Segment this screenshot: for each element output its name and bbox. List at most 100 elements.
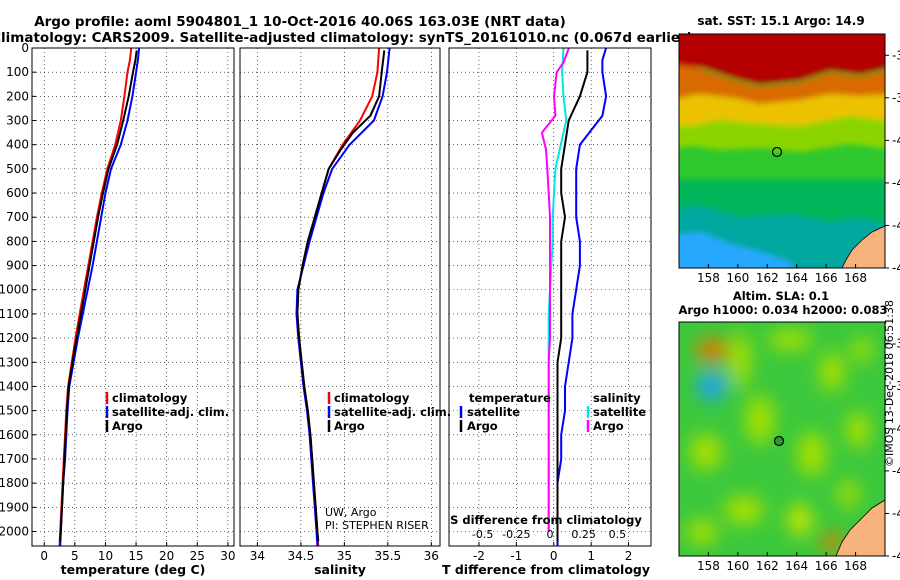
difference-xlabel-top: S difference from climatology [450,513,642,527]
x-tick-label: 0 [550,549,558,563]
x-tick-label: 164 [785,271,808,285]
salinity-legend: climatology satellite-adj. clim. Argo [327,391,451,433]
y-tick-label: 1700 [0,452,29,466]
x-tick-label: 15 [128,549,143,563]
x-tick-label: 35 [337,549,352,563]
imos-timestamp: ©IMOS 13-Dec-2018 06:51:38 [883,300,896,467]
legend-salinity-title: salinity [593,391,641,405]
y-tick-label: -40 [892,421,900,435]
y-tick-label: 1900 [0,500,29,514]
sst-map-image [679,34,885,268]
y-tick-label: 900 [6,259,29,273]
salinity-diff-tick-label: -0.25 [502,528,530,541]
series-line-satellite-adj-clim- [59,47,141,547]
x-tick-label: 1 [587,549,595,563]
y-tick-label: -42 [892,176,900,190]
x-tick-label: 166 [815,559,838,573]
x-tick-label: 5 [71,549,79,563]
x-tick-label: 34.5 [288,549,315,563]
sst-land-mass [841,225,885,268]
sla-map-title: Altim. SLA: 0.1 [733,289,829,303]
y-tick-label: -44 [892,218,900,232]
salinity-axes-frame [239,47,441,547]
y-tick-label: -36 [892,48,900,62]
salinity-xlabel: salinity [314,562,366,577]
series-line-temperature-satellite [556,47,608,546]
series-line-salinity-argo [540,47,570,532]
credit-institution: UW, Argo [325,506,377,519]
legend-salinity-satellite-label: satellite [593,405,646,419]
salinity-diff-tick-label: -0.5 [472,528,493,541]
salinity-panel: 34 34.5 35 35.5 36 salinity climatology sate… [239,47,451,577]
x-tick-label: 158 [697,271,720,285]
x-tick-label: 20 [159,549,174,563]
difference-xlabel: T difference from climatology [442,562,650,577]
y-tick-label: 100 [6,65,29,79]
sla-map-subtitle: Argo h1000: 0.034 h2000: 0.083 [678,303,887,317]
y-tick-label: -46 [892,261,900,275]
x-tick-label: 162 [756,271,779,285]
y-tick-label: 1600 [0,428,29,442]
y-tick-label: 600 [6,186,29,200]
x-tick-label: 164 [785,559,808,573]
legend-satellite-label: satellite-adj. clim. [112,405,229,419]
salinity-diff-tick-label: 0.25 [571,528,596,541]
legend-salinity-argo-label: Argo [593,419,624,433]
x-tick-label: -1 [510,549,522,563]
legend-temperature-satellite-label: satellite [467,405,520,419]
y-tick-label: 1200 [0,331,29,345]
series-line-argo [59,50,138,542]
y-tick-label: 700 [6,210,29,224]
salinity-diff-tick-label: 0 [547,528,554,541]
y-tick-label: 800 [6,234,29,248]
sst-map-frame [678,33,886,269]
x-tick-label: 25 [190,549,205,563]
y-tick-label: -42 [892,464,900,478]
y-tick-label: -44 [892,506,900,520]
y-tick-label: -46 [892,549,900,563]
series-line-argo [296,50,386,542]
x-tick-label: 35.5 [374,549,401,563]
y-tick-label: 1100 [0,307,29,321]
sla-map-frame [678,321,886,557]
y-tick-label: -38 [892,379,900,393]
y-tick-label: 1300 [0,355,29,369]
x-tick-label: 30 [220,549,235,563]
legend-temperature-title: temperature [469,391,551,405]
y-tick-label: -40 [892,133,900,147]
temperature-panel: 0 5 10 15 20 25 30 0 100 200 300 400 500 600 700 800 90… [0,41,236,577]
x-tick-label: 166 [815,271,838,285]
credit-pi: PI: STEPHEN RISER [325,519,429,532]
salinity-diff-tick-label: 0.5 [609,528,627,541]
legend-climatology-label: climatology [334,391,410,405]
x-tick-label: 162 [756,559,779,573]
sst-map-title: sat. SST: 15.1 Argo: 14.9 [697,14,864,28]
legend-climatology-label: climatology [112,391,188,405]
y-tick-label: -38 [892,91,900,105]
y-tick-label: 300 [6,114,29,128]
x-tick-label: 34 [250,549,265,563]
x-tick-label: -2 [473,549,485,563]
legend-argo-label: Argo [112,419,143,433]
x-tick-label: 168 [844,559,867,573]
x-tick-label: 168 [844,271,867,285]
x-tick-label: 0 [40,549,48,563]
sla-map-image [679,322,885,556]
series-line-satellite-adj-clim- [295,47,391,547]
difference-axes-frame [448,47,652,547]
y-tick-label: 1500 [0,404,29,418]
difference-panel: -2 -1 0 1 2 -0.5 -0.25 0 0.25 0.5 S difference f… [442,47,652,577]
y-tick-label: 2000 [0,524,29,538]
series-line-temperature-argo [556,50,589,542]
y-tick-label: 1000 [0,283,29,297]
sla-argo-marker [773,435,785,447]
x-tick-label: 158 [697,559,720,573]
legend-satellite-label: satellite-adj. clim. [334,405,451,419]
x-tick-label: 36 [424,549,439,563]
sst-map-panel: sat. SST: 15.1 Argo: 14.9 158 160 162 164 16… [678,14,900,285]
y-tick-label: 200 [6,89,29,103]
sla-map-panel: Altim. SLA: 0.1 Argo h1000: 0.034 h2000:… [678,289,900,573]
y-tick-label: 0 [21,41,29,55]
temperature-xlabel: temperature (deg C) [61,562,206,577]
